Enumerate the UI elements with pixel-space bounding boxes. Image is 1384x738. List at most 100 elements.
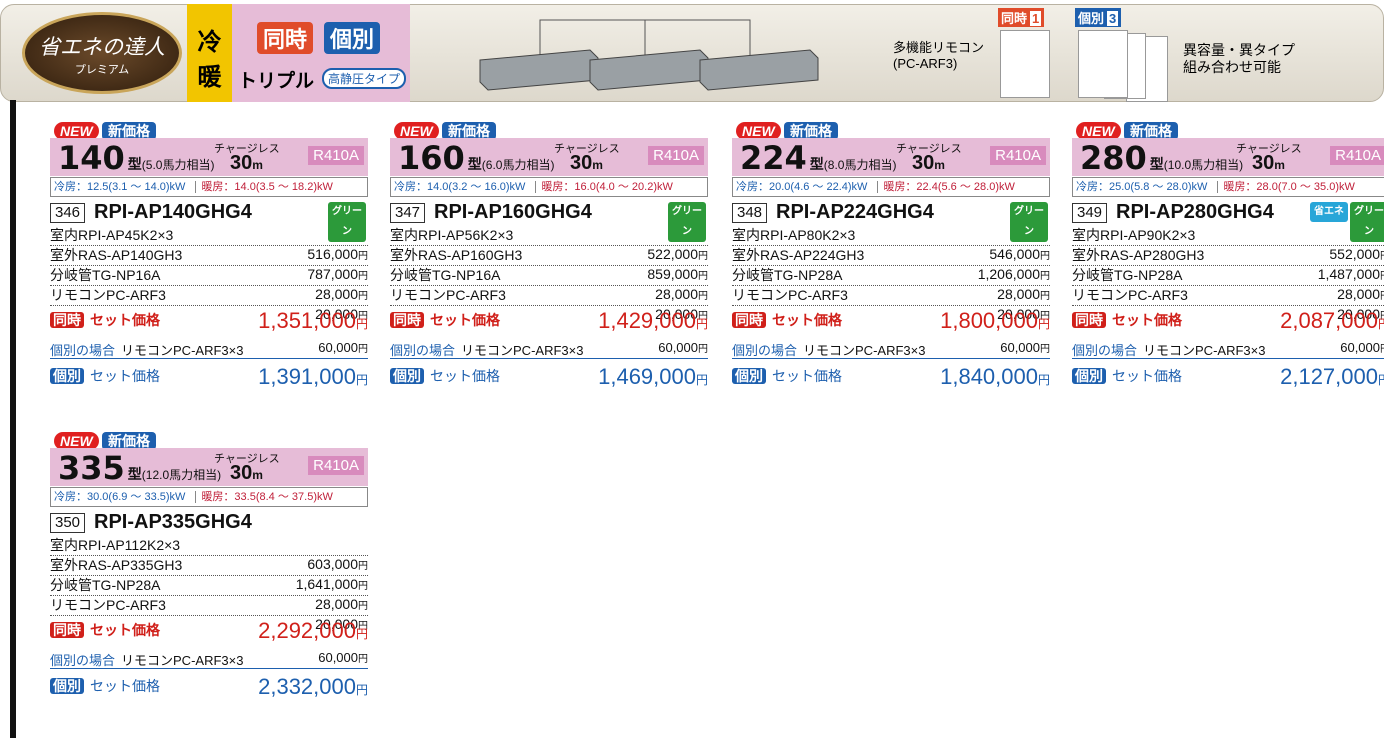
set-label: セット価格 [772, 312, 842, 328]
yen: 円 [695, 317, 708, 331]
indiv-remote-price: 60,000円 [1000, 340, 1050, 355]
component-price: 28,000円 [655, 285, 708, 306]
yen: 円 [358, 251, 368, 262]
component: 室内RPI-AP112K2×3 [50, 537, 181, 553]
size-line: 160 型(6.0馬力相当) [398, 139, 554, 177]
yen: 円 [355, 317, 368, 331]
indiv-case-row: 個別の場合リモコンPC-ARF3×3 60,000円 [732, 340, 1050, 359]
component: リモコンPC-ARF3 [50, 597, 166, 613]
component-row: 分岐管TG-NP16A 28,000円 [50, 266, 368, 302]
set-label: セット価格 [90, 312, 160, 328]
price: 1,469,000 [598, 364, 696, 389]
component-row: リモコンPC-ARF3 20,000円 [50, 596, 368, 632]
simul-row: 同時 セット価格 2,087,000円 [1072, 308, 1384, 334]
indiv-case-row: 個別の場合リモコンPC-ARF3×3 60,000円 [50, 650, 368, 669]
chargeless: チャージレス [896, 143, 962, 155]
yen: 円 [355, 683, 368, 697]
yen: 円 [1380, 291, 1384, 302]
simul-tag: 同時 [390, 312, 424, 328]
length-unit: m [934, 158, 945, 172]
price: 20,000 [315, 616, 358, 632]
yen: 円 [355, 373, 368, 387]
price: 2,332,000 [258, 674, 356, 699]
component-row: 分岐管TG-NP16A 28,000円 [390, 266, 708, 302]
simul-price: 1,351,000円 [258, 308, 368, 334]
type: トリプル [238, 71, 315, 92]
yen: 円 [1380, 271, 1384, 282]
indiv-case: 個別の場合 [1072, 343, 1138, 358]
component: 分岐管TG-NP28A [732, 267, 843, 283]
model: RPI-AP280GHG4 [1116, 201, 1274, 223]
price: 20,000 [997, 306, 1040, 322]
size: 160 [398, 139, 465, 177]
yen: 円 [358, 561, 368, 572]
remote-text: 多機能リモコン (PC-ARF3) [893, 40, 984, 72]
yen: 円 [1040, 251, 1050, 262]
component: リモコンPC-ARF3 [390, 287, 506, 303]
refrigerant: R410A [648, 146, 704, 165]
yen: 円 [358, 271, 368, 282]
yen: 円 [358, 311, 368, 322]
simul-tag: 同時 [50, 312, 84, 328]
yen: 円 [358, 344, 368, 355]
simul-row: 同時 セット価格 1,429,000円 [390, 308, 708, 334]
component-row: 室内RPI-AP90K2×3 552,000円 [1072, 226, 1384, 262]
yen: 円 [1377, 317, 1384, 331]
badge-sub: プレミアム [74, 64, 130, 76]
indiv-remote-price: 60,000円 [1340, 340, 1384, 355]
price: 552,000 [1329, 246, 1380, 262]
indiv-price: 1,840,000円 [940, 364, 1050, 390]
component: 室外RAS-AP335GH3 [50, 557, 183, 573]
price: 60,000 [318, 340, 358, 355]
product-card: NEW 新価格 280 型(10.0馬力相当) チャージレス 30m R410A 冷房：25.… [1072, 122, 1384, 392]
component-price: 28,000円 [1337, 285, 1384, 306]
model: RPI-AP224GHG4 [776, 201, 934, 223]
component-row: 室外RAS-AP280GH3 1,487,000円 [1072, 246, 1384, 282]
set-label: セット価格 [90, 678, 160, 694]
price: 1,641,000 [295, 576, 358, 592]
length: 30 [230, 462, 253, 484]
component: 分岐管TG-NP28A [50, 577, 161, 593]
capacity-row: 冷房：30.0(6.9 ～ 33.5)kW 暖房：33.5(8.4 ～ 37.5)… [50, 487, 368, 507]
price: 60,000 [658, 340, 698, 355]
refrigerant: R410A [308, 146, 364, 165]
yen: 円 [698, 271, 708, 282]
heating: 暖房：33.5(8.4 ～ 37.5)kW [195, 491, 333, 503]
chargeless: チャージレス [554, 143, 620, 155]
price: 1,429,000 [598, 308, 696, 333]
remote-image [1078, 30, 1128, 98]
remote-simul-count: 1 [1030, 11, 1042, 26]
component: リモコンPC-ARF3 [50, 287, 166, 303]
indiv-remote: リモコンPC-ARF3×3 [121, 343, 244, 358]
size-unit: 型 [127, 466, 142, 482]
indiv-tag: 個別 [390, 368, 424, 384]
yen: 円 [1380, 344, 1384, 355]
set-label: セット価格 [1112, 368, 1182, 384]
indiv-tag: 個別 [1072, 368, 1106, 384]
indiv-price: 2,332,000円 [258, 674, 368, 700]
eco-badge: グリーン [1010, 202, 1048, 242]
price: 28,000 [655, 286, 698, 302]
component-price: 546,000円 [989, 245, 1050, 266]
remote-model: (PC-ARF3) [893, 56, 958, 71]
remote-indiv-tag: 個別 3 [1075, 8, 1122, 27]
cooling: 冷房：12.5(3.1 ～ 14.0)kW [54, 181, 186, 193]
indiv-case: 個別の場合 [732, 343, 798, 358]
component: 室外RAS-AP140GH3 [50, 247, 183, 263]
length-unit: m [252, 158, 263, 172]
indiv-tag: 個別 [732, 368, 766, 384]
indiv-case: 個別の場合 [50, 653, 116, 668]
refrigerant: R410A [308, 456, 364, 475]
new-badge: NEW [54, 432, 99, 450]
size-unit: 型 [1149, 156, 1164, 172]
yen: 円 [358, 291, 368, 302]
indiv-remote: リモコンPC-ARF3×3 [803, 343, 926, 358]
component-row: 室外RAS-AP224GH3 1,206,000円 [732, 246, 1050, 282]
model: RPI-AP335GHG4 [94, 511, 252, 533]
pipe-length: 30m [230, 462, 263, 485]
indiv-row: 個別 セット価格 1,840,000円 [732, 364, 1050, 390]
component: 室内RPI-AP45K2×3 [50, 227, 174, 243]
price: 603,000 [307, 556, 358, 572]
tag-simul: 同時 [257, 22, 314, 54]
